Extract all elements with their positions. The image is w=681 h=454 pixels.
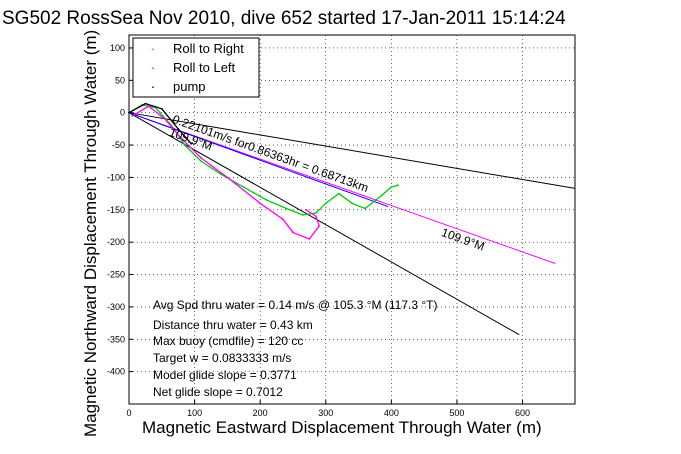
grid (129, 35, 575, 404)
legend-label-left: Roll to Left (173, 60, 236, 75)
stat-net-glide: Net glide slope = 0.7012 (153, 385, 283, 399)
data-point (318, 225, 321, 227)
data-point (259, 202, 262, 205)
y-tick-label: -200 (107, 237, 125, 247)
data-point (364, 207, 367, 210)
y-tick-label: -250 (107, 270, 125, 280)
data-point (397, 184, 399, 187)
data-point (200, 160, 203, 163)
data-point (301, 214, 304, 216)
y-tick-label: -350 (107, 334, 125, 344)
data-point (190, 142, 193, 145)
reference-line (128, 112, 576, 189)
x-tick-label: 300 (318, 408, 333, 418)
series-group (128, 102, 399, 240)
data-point (351, 202, 353, 205)
y-tick-label: -300 (107, 302, 125, 312)
data-point (226, 176, 229, 179)
data-point (131, 115, 134, 117)
y-tick-label: -50 (112, 140, 125, 150)
data-point (164, 118, 166, 121)
y-tick-label: 50 (115, 75, 125, 85)
data-point (390, 186, 393, 189)
data-point (177, 127, 180, 130)
data-point (219, 173, 222, 176)
data-point (324, 202, 327, 205)
x-tick-label: 0 (126, 408, 131, 418)
legend-marker-right: . (151, 37, 155, 53)
data-point (242, 186, 245, 189)
x-tick-label: 100 (187, 408, 202, 418)
data-point (180, 137, 183, 140)
ticks: 0 100 200 300 400 500 600100500-50-100-150-200… (107, 43, 530, 418)
data-point (315, 212, 317, 214)
legend-box (132, 37, 260, 98)
stat-target-w: Target w = 0.0833333 m/s (153, 351, 291, 365)
data-point (380, 194, 383, 197)
data-point (183, 144, 186, 146)
y-tick-label: 0 (120, 108, 125, 118)
stats-block: Avg Spd thru water = 0.14 m/s @ 105.3 °M… (153, 298, 437, 399)
reference-line (128, 112, 520, 336)
data-point (128, 111, 130, 114)
data-point (160, 107, 163, 110)
y-axis-label: Magnetic Northward Displacement Through … (81, 30, 100, 437)
data-point (315, 215, 317, 218)
legend-label-pump: pump (173, 79, 206, 94)
data-point (265, 199, 268, 201)
stat-max-buoy: Max buoy (cmdfile) = 120 cc (153, 334, 303, 348)
x-tick-label: 500 (449, 408, 464, 418)
x-tick-label: 200 (253, 408, 268, 418)
data-point (292, 231, 294, 234)
stat-distance: Distance thru water = 0.43 km (153, 318, 313, 332)
data-point (285, 207, 288, 210)
stat-avg-speed: Avg Spd thru water = 0.14 m/s @ 105.3 °M… (153, 298, 437, 312)
x-tick-label: 600 (515, 408, 530, 418)
reference-line (128, 112, 556, 264)
x-tick-label: 400 (384, 408, 399, 418)
chart-title: SG502 RossSea Nov 2010, dive 652 started… (2, 8, 566, 29)
legend: . Roll to Right . Roll to Left . pump (132, 37, 260, 98)
x-axis-label: Magnetic Eastward Displacement Through W… (142, 418, 542, 437)
y-tick-label: -100 (107, 172, 125, 182)
y-tick-label: 100 (110, 43, 125, 53)
data-point (147, 105, 150, 108)
data-point (144, 102, 147, 105)
legend-marker-pump: . (151, 75, 155, 91)
stat-model-glide: Model glide slope = 0.3771 (153, 368, 297, 382)
y-tick-label: -400 (107, 367, 125, 377)
y-tick-label: -150 (107, 205, 125, 215)
legend-label-right: Roll to Right (173, 41, 244, 56)
data-point (337, 192, 340, 195)
data-point (308, 238, 311, 240)
data-point (282, 218, 285, 221)
data-point (200, 157, 203, 159)
data-point (305, 208, 307, 211)
legend-marker-left: . (151, 56, 155, 72)
